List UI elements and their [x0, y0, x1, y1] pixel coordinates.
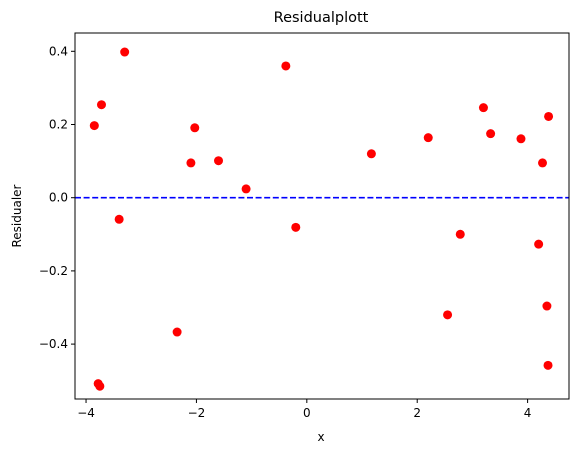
data-point-19: [516, 134, 526, 144]
x-tick-label: −2: [188, 406, 206, 420]
data-point-20: [534, 239, 544, 249]
plot-frame: [74, 32, 570, 400]
y-tick-label: 0.0: [49, 191, 68, 205]
x-axis-label: x: [317, 430, 324, 444]
y-axis-label: Residualer: [10, 184, 24, 247]
plot-area: [75, 47, 569, 391]
data-point-12: [291, 222, 301, 232]
x-tick-label: 0: [303, 406, 311, 420]
data-point-2: [95, 381, 105, 391]
data-point-13: [366, 149, 376, 159]
data-point-3: [96, 100, 106, 110]
data-point-22: [542, 301, 552, 311]
y-tick-label: 0.2: [49, 118, 68, 132]
data-point-21: [538, 158, 548, 168]
data-point-8: [190, 123, 200, 133]
chart-title: Residualplott: [274, 10, 369, 26]
data-point-17: [478, 103, 488, 113]
data-point-6: [172, 327, 182, 337]
data-point-15: [443, 310, 453, 320]
y-tick-label: −0.2: [39, 264, 68, 278]
data-point-0: [89, 121, 99, 131]
y-tick-label: 0.4: [49, 44, 68, 58]
data-point-23: [543, 360, 553, 370]
x-tick-label: 4: [524, 406, 532, 420]
data-point-14: [423, 133, 433, 143]
y-tick-label: −0.4: [39, 337, 68, 351]
data-point-9: [214, 156, 224, 166]
data-point-16: [455, 229, 465, 239]
data-point-24: [544, 111, 554, 121]
data-point-7: [186, 158, 196, 168]
data-point-4: [114, 214, 124, 224]
data-point-5: [120, 47, 130, 57]
data-point-11: [281, 61, 291, 71]
x-tick-label: −4: [77, 406, 95, 420]
x-axis: −4 −2 0 2 4: [77, 399, 531, 420]
x-tick-label: 2: [413, 406, 421, 420]
data-point-18: [486, 129, 496, 139]
data-point-10: [241, 184, 251, 194]
y-axis: −0.4 −0.2 0.0 0.2 0.4: [39, 44, 75, 351]
